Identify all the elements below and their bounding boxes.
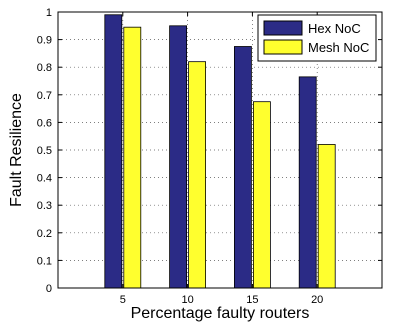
legend-label-hex-noc: Hex NoC (308, 21, 361, 36)
bar-hex-noc-20 (298, 76, 317, 289)
bar-hex-noc-5 (104, 14, 123, 289)
bar-mesh-noc-10 (188, 61, 207, 289)
x-tick-label: 15 (246, 294, 258, 306)
y-axis-ticks: 0 0.1 0.2 0.3 0.4 0.5 0.6 0.7 0.8 0.9 1 (37, 7, 382, 295)
bar-mesh-noc-20 (317, 144, 336, 289)
legend-swatch-hex-noc (263, 20, 303, 36)
bar-hex-noc-10 (169, 25, 188, 289)
x-axis-label: Percentage faulty routers (131, 305, 310, 322)
y-tick-label: 0.5 (37, 145, 52, 157)
y-tick-label: 0.6 (37, 117, 52, 129)
y-tick-label: 1 (46, 7, 52, 19)
y-tick-label: 0.9 (37, 35, 52, 47)
y-tick-label: 0.8 (37, 62, 52, 74)
y-tick-label: 0.3 (37, 200, 52, 212)
y-tick-label: 0.1 (37, 255, 52, 267)
bars (104, 14, 336, 289)
x-tick-label: 5 (120, 294, 126, 306)
bar-mesh-noc-5 (123, 26, 142, 289)
y-tick-label: 0.4 (37, 173, 52, 185)
y-tick-label: 0.7 (37, 90, 52, 102)
bar-mesh-noc-15 (252, 101, 271, 289)
x-axis-ticks: 5 10 15 20 (120, 12, 323, 306)
y-tick-label: 0 (46, 283, 52, 295)
y-tick-label: 0.2 (37, 228, 52, 240)
x-tick-label: 10 (181, 294, 193, 306)
y-axis-label: Fault Resilience (8, 93, 25, 207)
legend-label-mesh-noc: Mesh NoC (308, 40, 369, 55)
legend: Hex NoC Mesh NoC (257, 14, 377, 62)
bar-hex-noc-15 (233, 46, 252, 289)
legend-swatch-mesh-noc (263, 39, 303, 55)
x-tick-label: 20 (311, 294, 323, 306)
